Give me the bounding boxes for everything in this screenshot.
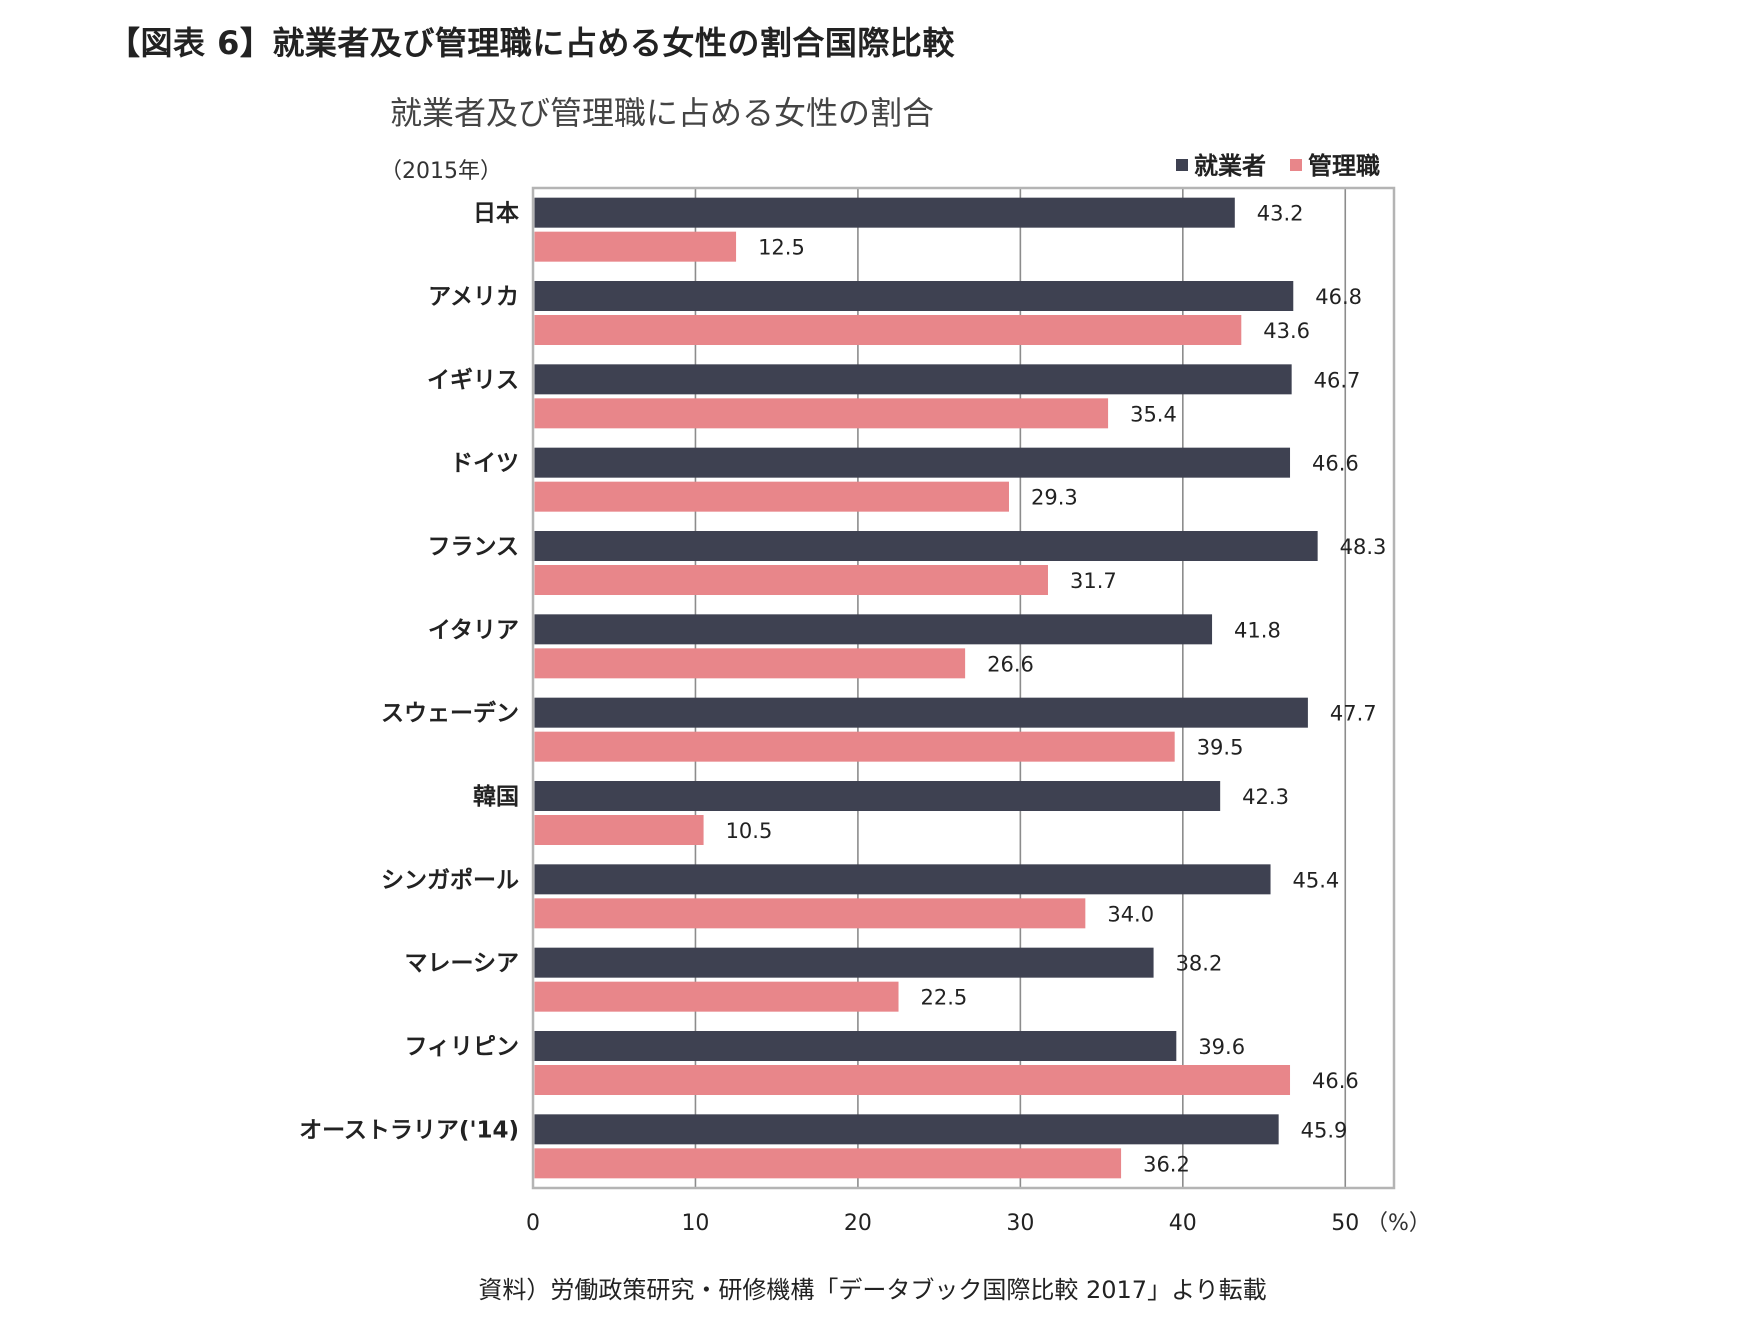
data-label: 48.3 bbox=[1340, 535, 1387, 559]
bar-managers bbox=[534, 315, 1242, 345]
figure-title: 【図表 6】就業者及び管理職に占める女性の割合国際比較 bbox=[108, 24, 955, 62]
data-label: 10.5 bbox=[726, 819, 773, 843]
bar-managers bbox=[534, 898, 1086, 929]
x-tick-label: 50 bbox=[1331, 1211, 1359, 1236]
data-label: 36.2 bbox=[1143, 1152, 1190, 1176]
data-label: 29.3 bbox=[1031, 486, 1078, 510]
data-label: 26.6 bbox=[987, 652, 1034, 676]
bar-employed bbox=[534, 364, 1292, 395]
data-label: 39.6 bbox=[1198, 1035, 1245, 1059]
data-label: 35.4 bbox=[1130, 402, 1177, 426]
bar-managers bbox=[534, 731, 1175, 762]
category-label: フィリピン bbox=[404, 1034, 519, 1060]
category-label: 韓国 bbox=[473, 783, 519, 810]
x-tick-label: 10 bbox=[681, 1211, 709, 1236]
legend-label: 就業者 bbox=[1194, 152, 1266, 180]
category-label: イタリア bbox=[428, 617, 519, 643]
x-tick-label: 40 bbox=[1169, 1211, 1197, 1236]
bar-employed bbox=[534, 697, 1308, 728]
bar-employed bbox=[534, 781, 1221, 811]
data-label: 43.2 bbox=[1257, 202, 1304, 226]
data-label: 39.5 bbox=[1197, 736, 1244, 760]
category-label: ドイツ bbox=[450, 451, 519, 477]
data-label: 46.8 bbox=[1315, 285, 1362, 309]
bar-managers bbox=[534, 1148, 1122, 1179]
data-label: 46.6 bbox=[1312, 1069, 1359, 1093]
bar-employed bbox=[534, 614, 1213, 645]
bar-employed bbox=[534, 1114, 1279, 1145]
chart-title: 就業者及び管理職に占める女性の割合 bbox=[390, 94, 934, 132]
bar-managers bbox=[534, 1065, 1291, 1095]
data-label: 46.6 bbox=[1312, 452, 1359, 476]
legend: 就業者 管理職 bbox=[1176, 152, 1380, 180]
data-label: 31.7 bbox=[1070, 569, 1117, 593]
source-note: 資料）労働政策研究・研修機構「データブック国際比較 2017」より転載 bbox=[478, 1276, 1267, 1304]
chart-subtitle: （2015年） bbox=[380, 159, 502, 184]
plot-frame bbox=[531, 186, 1396, 1190]
data-label: 41.8 bbox=[1234, 618, 1281, 642]
bar-employed bbox=[534, 1031, 1177, 1061]
data-label: 46.7 bbox=[1314, 368, 1361, 392]
bar-managers bbox=[534, 565, 1048, 595]
x-tick-label: 30 bbox=[1006, 1211, 1034, 1236]
data-label: 42.3 bbox=[1242, 785, 1289, 809]
bar-employed bbox=[534, 197, 1235, 228]
bar-managers bbox=[534, 481, 1009, 512]
bar-managers bbox=[534, 648, 966, 679]
bar-employed bbox=[534, 281, 1294, 311]
category-label: アメリカ bbox=[428, 284, 519, 310]
data-label: 43.6 bbox=[1263, 319, 1310, 343]
category-label: スウェーデン bbox=[381, 700, 519, 727]
bar-managers bbox=[534, 398, 1109, 429]
bar-employed bbox=[534, 447, 1291, 478]
category-label: オーストラリア('14) bbox=[299, 1117, 519, 1143]
x-tick-label: 20 bbox=[844, 1211, 872, 1236]
bar-employed bbox=[534, 864, 1271, 895]
bar-employed bbox=[534, 531, 1318, 561]
x-axis-unit: （%） bbox=[1366, 1211, 1431, 1236]
legend-label: 管理職 bbox=[1308, 152, 1380, 180]
legend-swatch-managers bbox=[1290, 159, 1302, 171]
bar-managers bbox=[534, 815, 704, 845]
data-label: 45.9 bbox=[1301, 1118, 1348, 1142]
category-label: イギリス bbox=[427, 367, 519, 393]
category-label: 日本 bbox=[473, 201, 519, 227]
category-label: マレーシア bbox=[404, 951, 519, 977]
legend-swatch-employed bbox=[1176, 159, 1188, 171]
bar-managers bbox=[534, 981, 899, 1012]
bar-employed bbox=[534, 947, 1154, 978]
data-label: 38.2 bbox=[1176, 952, 1223, 976]
bar-managers bbox=[534, 231, 737, 262]
plot-area: 43.2 12.5 日本 46.843.6 アメリカ 46.7 35.4 イギリス 46.6 29… bbox=[299, 186, 1396, 1236]
data-label: 22.5 bbox=[921, 986, 968, 1010]
data-label: 47.7 bbox=[1330, 702, 1377, 726]
x-tick-label: 0 bbox=[526, 1211, 540, 1236]
data-label: 34.0 bbox=[1107, 902, 1154, 926]
data-label: 45.4 bbox=[1293, 868, 1340, 892]
category-label: シンガポール bbox=[381, 866, 519, 893]
data-label: 12.5 bbox=[758, 236, 805, 260]
category-label: フランス bbox=[427, 534, 519, 560]
